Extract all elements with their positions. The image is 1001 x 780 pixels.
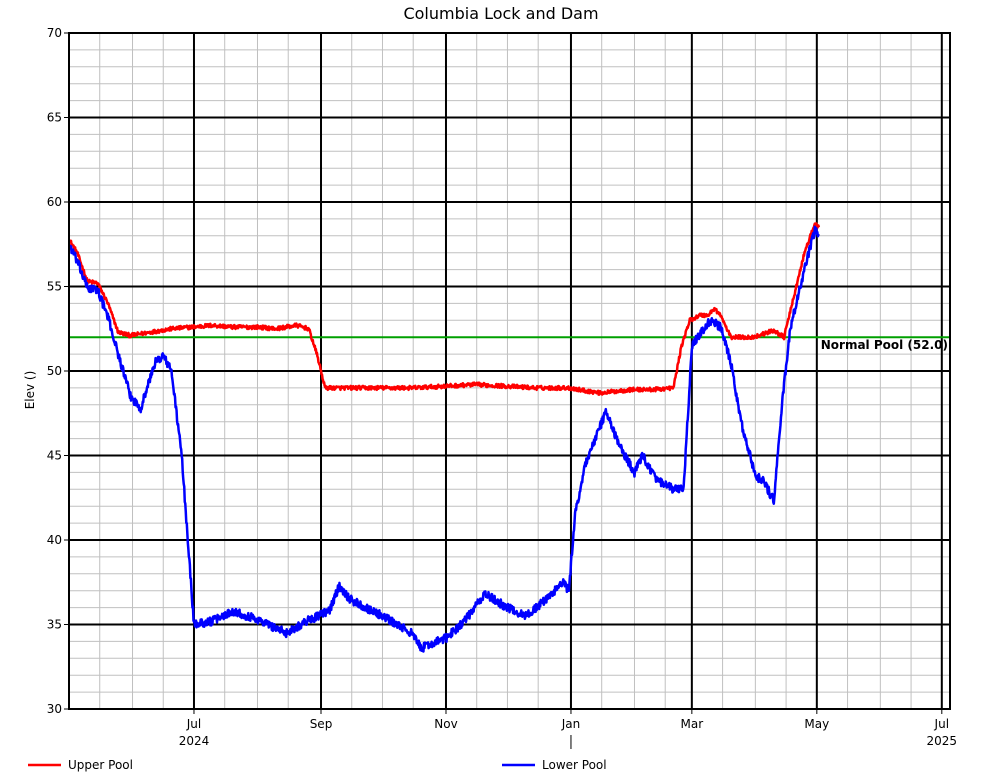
x-tick-label: Jan [561,717,581,731]
x-tick-label: Jul [934,717,949,731]
series-lines [67,222,821,653]
legend: Upper Pool Lower Pool [28,758,607,772]
y-tick-label: 40 [47,533,62,547]
x-tick-label: Nov [434,717,457,731]
legend-label-upper-pool: Upper Pool [68,758,133,772]
x-tick-label: May [804,717,829,731]
y-tick-label: 70 [47,26,62,40]
y-tick-label: 30 [47,702,62,716]
y-axis-label: Elev () [23,371,37,410]
x-tick-year-label: 2024 [179,734,210,748]
series-line-lower-pool [68,225,820,653]
legend-label-lower-pool: Lower Pool [542,758,607,772]
y-tick-label: 50 [47,364,62,378]
y-tick-label: 45 [47,449,62,463]
x-tick-label: Mar [681,717,704,731]
reference-lines: Normal Pool (52.0) [69,336,950,352]
grid [68,32,950,710]
x-tick-label: Sep [310,717,333,731]
x-tick-label: Jul [186,717,201,731]
series-line-upper-pool [67,222,821,396]
x-axis-ticks: Jul 2024 Sep Nov Jan Mar May Jul 2025 [179,709,957,749]
y-tick-label: 35 [47,618,62,632]
y-tick-label: 60 [47,195,62,209]
y-tick-label: 65 [47,111,62,125]
y-axis-ticks: 30 35 40 45 50 55 60 65 70 [47,26,69,716]
y-tick-label: 55 [47,280,62,294]
x-tick-year-label: 2025 [927,734,958,748]
chart-title: Columbia Lock and Dam [403,4,598,23]
reference-line-label: Normal Pool (52.0) [821,338,948,352]
